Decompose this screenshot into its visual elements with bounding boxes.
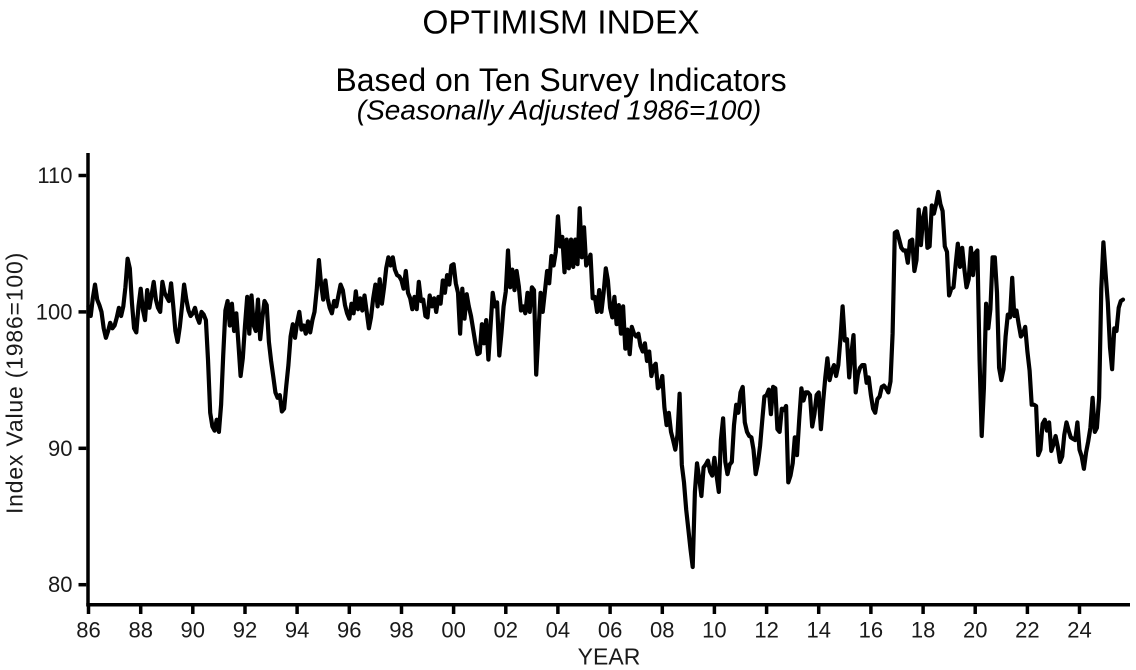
svg-text:24: 24 — [1067, 618, 1091, 643]
svg-text:94: 94 — [285, 618, 309, 643]
svg-text:20: 20 — [963, 618, 987, 643]
svg-text:90: 90 — [181, 618, 205, 643]
svg-text:88: 88 — [128, 618, 152, 643]
svg-text:06: 06 — [598, 618, 622, 643]
svg-text:Based on Ten Survey Indicators: Based on Ten Survey Indicators — [335, 62, 786, 98]
svg-text:04: 04 — [546, 618, 570, 643]
svg-text:110: 110 — [37, 163, 72, 188]
svg-text:(Seasonally Adjusted 1986=100): (Seasonally Adjusted 1986=100) — [357, 95, 761, 126]
svg-text:OPTIMISM INDEX: OPTIMISM INDEX — [422, 5, 699, 42]
svg-text:YEAR: YEAR — [578, 643, 641, 669]
svg-text:10: 10 — [702, 618, 726, 643]
svg-text:22: 22 — [1015, 618, 1039, 643]
svg-text:96: 96 — [337, 618, 361, 643]
svg-text:Index Value (1986=100): Index Value (1986=100) — [2, 252, 28, 514]
svg-text:92: 92 — [233, 618, 257, 643]
svg-text:16: 16 — [859, 618, 883, 643]
svg-text:100: 100 — [36, 299, 73, 324]
svg-text:90: 90 — [48, 436, 72, 461]
svg-text:00: 00 — [441, 618, 465, 643]
svg-text:98: 98 — [389, 618, 413, 643]
svg-text:18: 18 — [911, 618, 935, 643]
svg-text:08: 08 — [650, 618, 674, 643]
svg-text:02: 02 — [494, 618, 518, 643]
svg-text:86: 86 — [76, 618, 100, 643]
svg-text:80: 80 — [48, 572, 72, 597]
svg-text:12: 12 — [754, 618, 778, 643]
svg-text:14: 14 — [806, 618, 830, 643]
